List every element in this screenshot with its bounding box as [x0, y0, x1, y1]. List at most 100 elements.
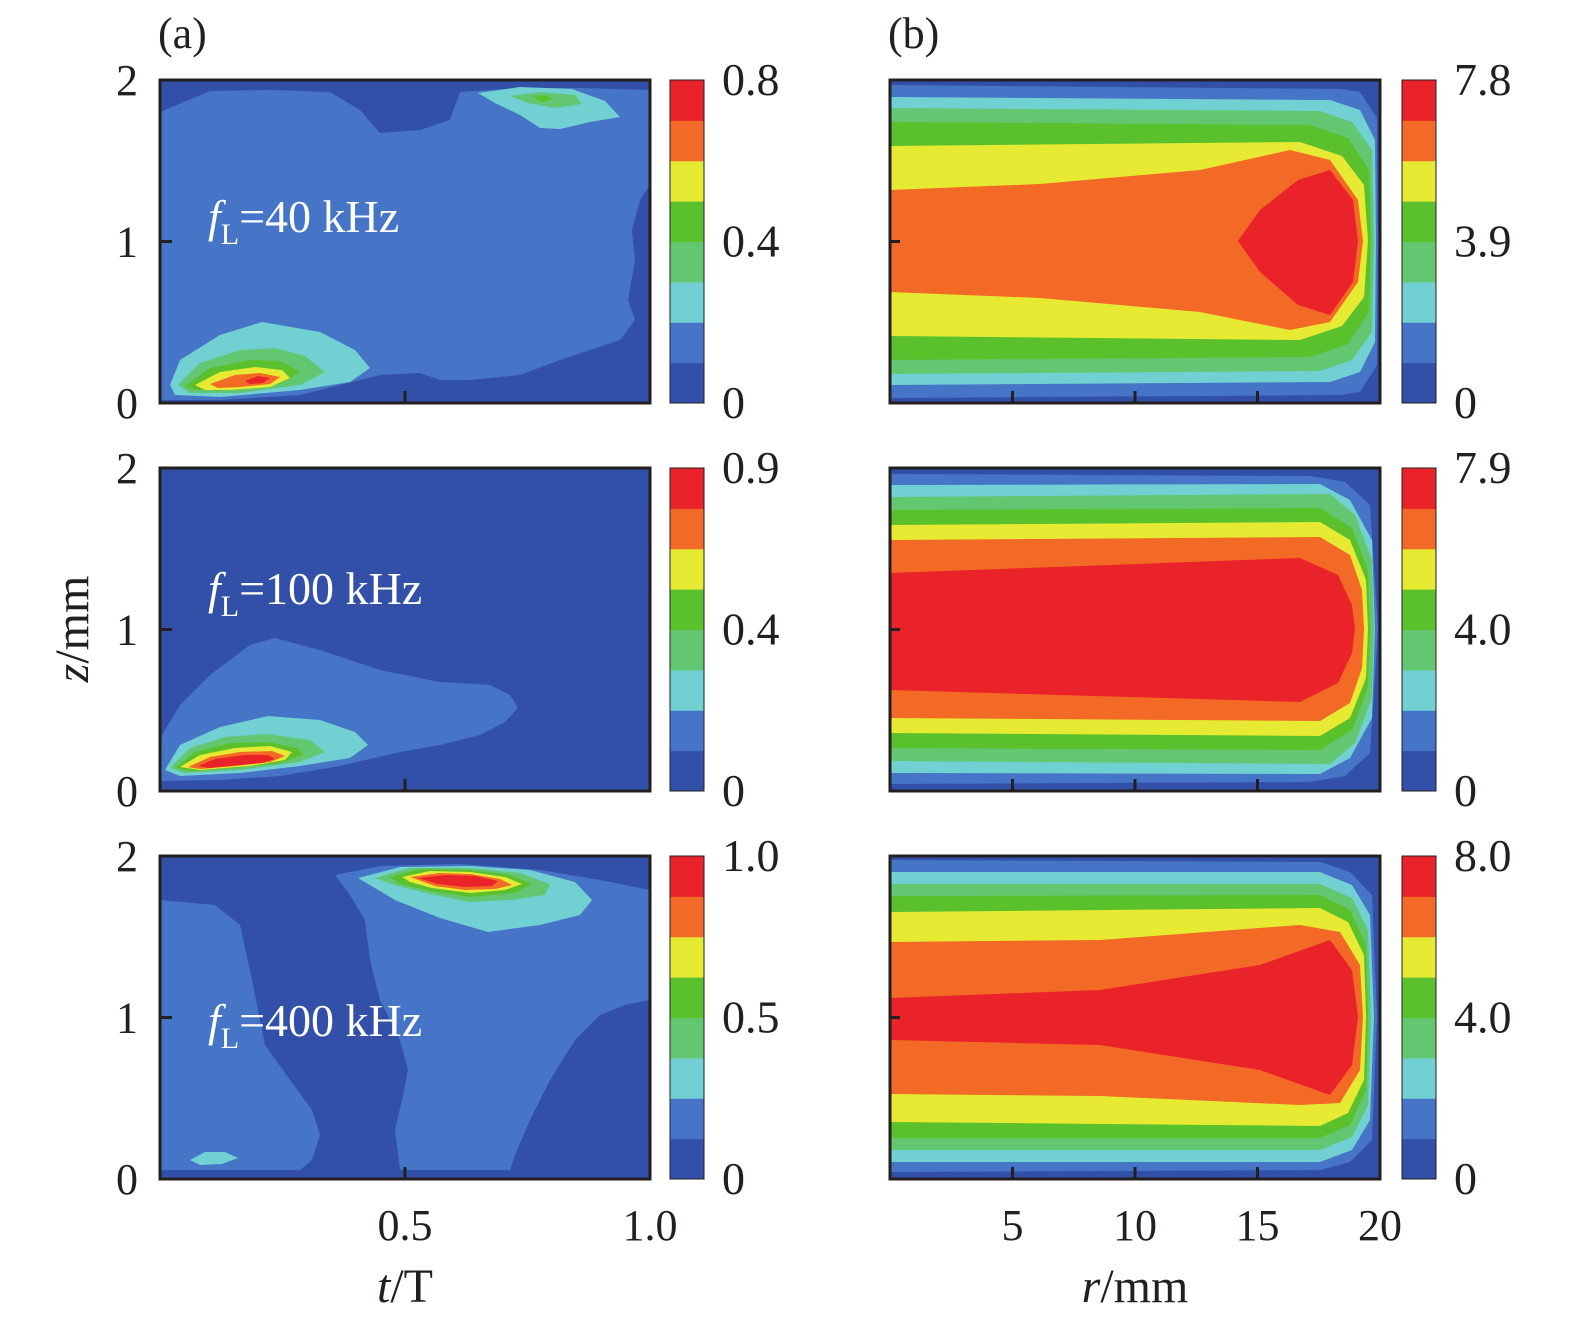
- colorbar-segment: [670, 508, 704, 550]
- colorbar-segment: [670, 160, 704, 202]
- freq-label-100: fL=100 kHz: [208, 563, 422, 623]
- y-tick-label: 1: [116, 606, 138, 655]
- colorbar-segment: [670, 468, 704, 509]
- colorbar-frame: [1401, 855, 1437, 1180]
- colorbar-label: 0: [722, 1153, 745, 1204]
- contour-level: [478, 87, 620, 129]
- colorbar-segment: [670, 1057, 704, 1099]
- contour-a2: [160, 468, 650, 791]
- freq-label-40: fL=40 kHz: [208, 191, 399, 251]
- y-tick-label: 1: [116, 218, 138, 267]
- colorbar-label: 8.0: [1454, 830, 1512, 881]
- colorbar-label: 1.0: [722, 830, 780, 881]
- colorbar-segment: [670, 1098, 704, 1140]
- y-tick-label: 0: [116, 379, 138, 428]
- colorbar-segment: [1402, 710, 1436, 752]
- colorbar-label: 0.5: [722, 992, 780, 1043]
- colorbar-segment: [1402, 856, 1436, 897]
- colorbar-segment: [1402, 1138, 1436, 1180]
- colorbar-segment: [1402, 1098, 1436, 1140]
- colorbar-segment: [1402, 589, 1436, 630]
- colorbar-segment: [1402, 322, 1436, 364]
- contour-a1: [160, 80, 650, 403]
- colorbar-segment: [670, 669, 704, 711]
- colorbar-segment: [670, 241, 704, 283]
- contour-level: [418, 875, 498, 887]
- colorbar-segment: [670, 281, 704, 323]
- colorbar-segment: [1402, 936, 1436, 978]
- contour-a3: [160, 856, 650, 1179]
- contour-b2: [890, 468, 1380, 791]
- panel-label-b: (b): [888, 9, 939, 58]
- contour-level: [533, 95, 553, 102]
- contour-b3: [890, 856, 1380, 1179]
- colorbar-label: 0.4: [722, 216, 780, 267]
- colorbar-segment: [670, 977, 704, 1018]
- colorbar-label: 0: [1454, 377, 1477, 428]
- colorbar-segment: [1402, 120, 1436, 162]
- colorbar-segment: [670, 710, 704, 752]
- x-axis-title-a: t/T: [377, 1260, 433, 1313]
- colorbar-label: 7.8: [1454, 54, 1512, 105]
- x-tick-label: 5: [1002, 1201, 1024, 1250]
- y-tick-label: 0: [116, 767, 138, 816]
- contour-level: [160, 88, 650, 400]
- contour-level: [890, 940, 1358, 1095]
- colorbar-segment: [1402, 160, 1436, 202]
- colorbar-label: 0.9: [722, 442, 780, 493]
- colorbar-label: 0.4: [722, 604, 780, 655]
- contour-b1: [890, 80, 1380, 403]
- x-tick-label: 20: [1358, 1201, 1402, 1250]
- colorbar-label: 4.0: [1454, 992, 1512, 1043]
- colorbar-segment: [1402, 750, 1436, 792]
- colorbar-label: 0: [722, 377, 745, 428]
- colorbar-segment: [1402, 1057, 1436, 1099]
- x-tick-label: 15: [1236, 1201, 1280, 1250]
- colorbar-segment: [670, 1138, 704, 1180]
- y-tick-label: 2: [116, 56, 138, 105]
- panel-label-a: (a): [158, 9, 207, 58]
- colorbar-label: 0: [1454, 1153, 1477, 1204]
- colorbar-segment: [670, 120, 704, 162]
- colorbar-segment: [1402, 629, 1436, 671]
- colorbar-segment: [1402, 548, 1436, 590]
- x-tick-label: 10: [1113, 1201, 1157, 1250]
- colorbar-frame: [669, 855, 705, 1180]
- colorbar-segment: [1402, 508, 1436, 550]
- colorbar-segment: [670, 362, 704, 404]
- colorbar-segment: [670, 322, 704, 364]
- colorbar-segment: [670, 548, 704, 590]
- colorbar-segment: [1402, 977, 1436, 1018]
- colorbar-segment: [1402, 896, 1436, 938]
- y-tick-label: 0: [116, 1155, 138, 1204]
- colorbar-segment: [670, 1017, 704, 1059]
- contour-level: [335, 864, 650, 1170]
- colorbar-segment: [670, 201, 704, 242]
- colorbar-label: 7.9: [1454, 442, 1512, 493]
- y-tick-label: 2: [116, 444, 138, 493]
- colorbar-segment: [1402, 241, 1436, 283]
- colorbar-segment: [670, 80, 704, 121]
- colorbar-segment: [670, 896, 704, 938]
- colorbar-segment: [1402, 468, 1436, 509]
- freq-label-400: fL=400 kHz: [208, 995, 422, 1055]
- colorbar-label: 0: [722, 765, 745, 816]
- colorbar-frame: [1401, 79, 1437, 404]
- x-tick-label: 1.0: [623, 1201, 678, 1250]
- y-axis-title: z/mm: [46, 576, 99, 684]
- colorbar-frame: [1401, 467, 1437, 792]
- colorbar-label: 3.9: [1454, 216, 1512, 267]
- colorbar-label: 0: [1454, 765, 1477, 816]
- colorbar-segment: [670, 856, 704, 897]
- y-tick-label: 1: [116, 994, 138, 1043]
- colorbar-frame: [669, 467, 705, 792]
- x-axis-title-b: r/mm: [1082, 1260, 1189, 1313]
- contour-level: [245, 376, 270, 384]
- y-tick-label: 2: [116, 832, 138, 881]
- x-tick-label: 0.5: [378, 1201, 433, 1250]
- colorbar-frame: [669, 79, 705, 404]
- colorbar-segment: [1402, 80, 1436, 121]
- colorbar-segment: [670, 936, 704, 978]
